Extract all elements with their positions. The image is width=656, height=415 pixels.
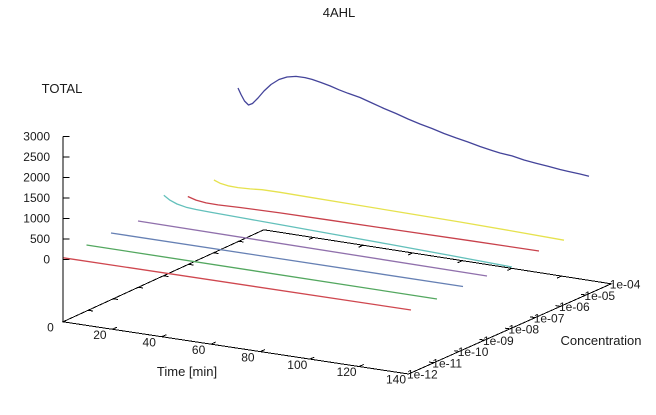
svg-text:0: 0 (43, 253, 50, 267)
svg-text:1e-07: 1e-07 (534, 311, 565, 325)
svg-text:1e-10: 1e-10 (458, 345, 489, 359)
svg-text:80: 80 (241, 350, 255, 364)
svg-text:140: 140 (386, 373, 406, 387)
svg-text:0: 0 (47, 321, 54, 335)
svg-text:Time [min]: Time [min] (157, 364, 217, 379)
svg-text:500: 500 (30, 232, 50, 246)
svg-text:1e-04: 1e-04 (610, 278, 641, 292)
svg-text:2000: 2000 (23, 171, 50, 185)
svg-text:120: 120 (337, 365, 357, 379)
svg-text:1e-08: 1e-08 (508, 323, 539, 337)
svg-text:2500: 2500 (23, 150, 50, 164)
svg-text:1e-09: 1e-09 (483, 334, 514, 348)
svg-text:1e-12: 1e-12 (407, 368, 438, 382)
svg-text:4AHL: 4AHL (323, 5, 356, 20)
svg-text:1e-06: 1e-06 (559, 300, 590, 314)
svg-text:40: 40 (143, 335, 157, 349)
svg-text:1e-11: 1e-11 (432, 356, 462, 370)
svg-text:1500: 1500 (23, 191, 50, 205)
svg-text:TOTAL: TOTAL (42, 81, 83, 96)
svg-text:3000: 3000 (23, 130, 50, 144)
svg-text:60: 60 (192, 343, 206, 357)
svg-text:1000: 1000 (23, 212, 50, 226)
svg-text:Concentration: Concentration (561, 333, 642, 348)
svg-text:100: 100 (287, 358, 307, 372)
svg-text:20: 20 (93, 328, 107, 342)
svg-text:1e-05: 1e-05 (584, 289, 615, 303)
